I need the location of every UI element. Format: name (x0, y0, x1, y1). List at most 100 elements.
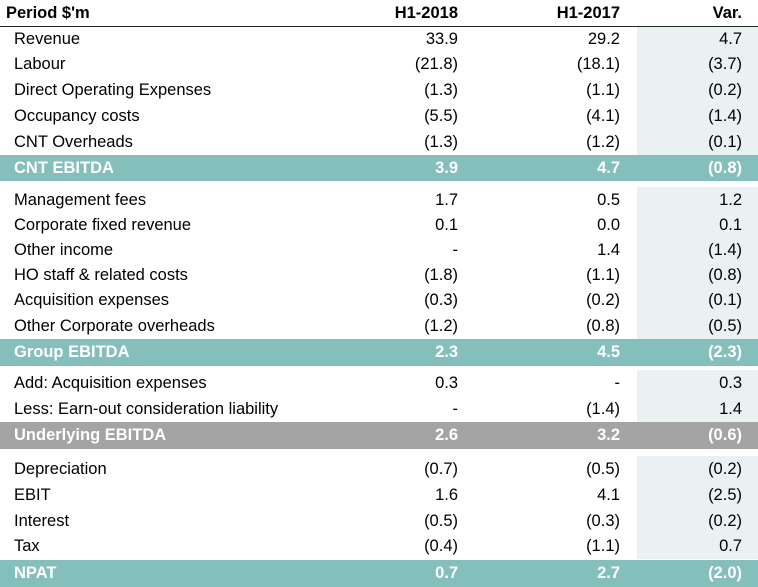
table-row: Depreciation (0.7) (0.5) (0.2) (0, 456, 758, 482)
row-label: CNT Overheads (14, 132, 133, 151)
row-h1-2017: 4.7 (597, 158, 620, 177)
table-row: Add: Acquisition expenses 0.3 - 0.3 (0, 370, 758, 396)
table-row: Corporate fixed revenue 0.1 0.0 0.1 (0, 213, 758, 238)
table-row: Tax (0.4) (1.1) 0.7 (0, 534, 758, 559)
row-h1-2017: (1.2) (586, 132, 620, 151)
row-label: HO staff & related costs (14, 266, 188, 284)
table-row: Labour (21.8) (18.1) (3.7) (0, 52, 758, 77)
row-var: (0.2) (637, 77, 758, 103)
row-h1-2018: (21.8) (414, 55, 458, 73)
row-label: Add: Acquisition expenses (14, 373, 207, 392)
row-h1-2018: (5.5) (424, 106, 458, 125)
row-h1-2017: (0.2) (586, 291, 620, 309)
row-label: Less: Earn-out consideration liability (14, 399, 279, 418)
table-row: Interest (0.5) (0.3) (0.2) (0, 508, 758, 534)
row-h1-2017: 1.4 (597, 241, 620, 259)
row-var: (0.2) (637, 508, 758, 534)
row-var: (0.2) (637, 456, 758, 482)
row-var: 4.7 (637, 27, 758, 52)
row-h1-2017: (0.5) (586, 459, 620, 478)
row-var: (2.0) (637, 560, 758, 587)
subtotal-row-cnt-ebitda: CNT EBITDA 3.9 4.7 (0.8) (0, 155, 758, 181)
subtotal-row-underlying-ebitda: Underlying EBITDA 2.6 3.2 (0.6) (0, 422, 758, 449)
table-row: EBIT 1.6 4.1 (2.5) (0, 482, 758, 508)
row-h1-2017: 4.1 (597, 485, 620, 504)
row-h1-2018: (0.5) (424, 511, 458, 530)
row-label: Acquisition expenses (14, 291, 170, 309)
row-var: 0.1 (637, 213, 758, 238)
row-h1-2018: (1.3) (424, 132, 458, 151)
row-h1-2017: (0.8) (586, 316, 620, 335)
row-var: 1.2 (637, 187, 758, 213)
row-h1-2017: (4.1) (586, 106, 620, 125)
row-var: (1.4) (637, 238, 758, 263)
row-h1-2018: (1.2) (424, 316, 458, 335)
row-var: 0.3 (637, 370, 758, 396)
table-row: Revenue 33.9 29.2 4.7 (0, 27, 758, 52)
row-var: (0.8) (637, 263, 758, 288)
row-var: (1.4) (637, 103, 758, 129)
row-h1-2017: (1.1) (586, 80, 620, 99)
table-row: Less: Earn-out consideration liability -… (0, 396, 758, 422)
row-var: 0.7 (637, 534, 758, 559)
row-h1-2018: 2.6 (435, 426, 458, 444)
row-h1-2018: (0.4) (424, 537, 458, 555)
row-h1-2017: 2.7 (597, 564, 620, 582)
row-var: (3.7) (637, 52, 758, 77)
row-label: Corporate fixed revenue (14, 216, 192, 234)
table-row: Direct Operating Expenses (1.3) (1.1) (0… (0, 77, 758, 103)
row-h1-2017: (1.4) (586, 399, 620, 418)
row-label: Other income (14, 241, 114, 259)
row-var: (2.5) (637, 482, 758, 508)
row-h1-2017: 29.2 (587, 30, 620, 48)
row-h1-2018: 33.9 (425, 30, 458, 48)
table-row: Other income - 1.4 (1.4) (0, 238, 758, 263)
row-var: (0.1) (637, 129, 758, 155)
row-h1-2017: 0.0 (597, 216, 620, 234)
row-h1-2018: 2.3 (435, 343, 458, 361)
table-row: HO staff & related costs (1.8) (1.1) (0.… (0, 263, 758, 288)
row-label: Tax (14, 537, 40, 555)
header-var: Var. (712, 3, 742, 22)
row-h1-2018: - (452, 241, 459, 259)
row-label: NPAT (14, 564, 57, 582)
row-label: Other Corporate overheads (14, 316, 215, 335)
row-label: Management fees (14, 190, 147, 209)
table-row: Occupancy costs (5.5) (4.1) (1.4) (0, 103, 758, 129)
row-h1-2017: 3.2 (597, 426, 620, 444)
table-row: Other Corporate overheads (1.2) (0.8) (0… (0, 313, 758, 339)
row-h1-2018: 0.7 (435, 564, 458, 582)
row-h1-2018: - (452, 399, 459, 418)
row-var: (0.8) (637, 155, 758, 181)
table-row: Management fees 1.7 0.5 1.2 (0, 187, 758, 213)
row-h1-2017: 4.5 (597, 343, 620, 361)
row-h1-2017: (1.1) (586, 266, 620, 284)
row-label: Interest (14, 511, 70, 530)
table-row: CNT Overheads (1.3) (1.2) (0.1) (0, 129, 758, 155)
row-h1-2018: (0.7) (424, 459, 458, 478)
row-label: Occupancy costs (14, 106, 140, 125)
row-label: Underlying EBITDA (14, 426, 167, 444)
row-label: Group EBITDA (14, 343, 130, 361)
row-h1-2018: (1.8) (424, 266, 458, 284)
row-h1-2018: 1.7 (435, 190, 458, 209)
row-h1-2017: 0.5 (597, 190, 620, 209)
row-label: Labour (14, 55, 66, 73)
row-label: EBIT (14, 485, 51, 504)
row-h1-2017: (1.1) (586, 537, 620, 555)
table-header: Period $'m H1-2018 H1-2017 Var. (0, 0, 758, 27)
subtotal-row-group-ebitda: Group EBITDA 2.3 4.5 (2.3) (0, 339, 758, 366)
row-h1-2018: 0.1 (435, 216, 458, 234)
row-var: (0.1) (637, 288, 758, 313)
row-var: (2.3) (637, 339, 758, 366)
row-label: CNT EBITDA (14, 158, 114, 177)
row-var: 1.4 (637, 396, 758, 422)
total-row-npat: NPAT 0.7 2.7 (2.0) (0, 560, 758, 587)
header-h1-2017: H1-2017 (556, 3, 620, 22)
row-h1-2018: 3.9 (435, 158, 458, 177)
header-h1-2018: H1-2018 (394, 3, 458, 22)
row-h1-2017: - (614, 373, 621, 392)
row-h1-2017: (18.1) (576, 55, 620, 73)
header-period: Period $'m (6, 3, 90, 22)
